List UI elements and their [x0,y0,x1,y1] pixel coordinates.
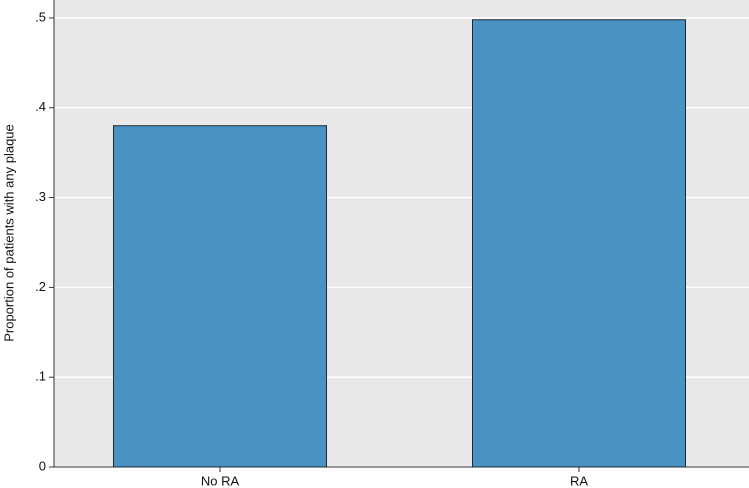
y-tick-label: .5 [35,9,46,24]
y-tick-label: 0 [39,458,46,473]
x-tick-label: No RA [201,473,240,488]
bar [113,125,327,468]
y-tick-label: .3 [35,189,46,204]
x-tick-label: RA [570,473,588,488]
bar [472,19,686,468]
y-tick-label: .1 [35,369,46,384]
y-tick-label: .4 [35,99,46,114]
y-tick-label: .2 [35,279,46,294]
y-axis-label: Proportion of patients with any plaque [1,124,16,342]
